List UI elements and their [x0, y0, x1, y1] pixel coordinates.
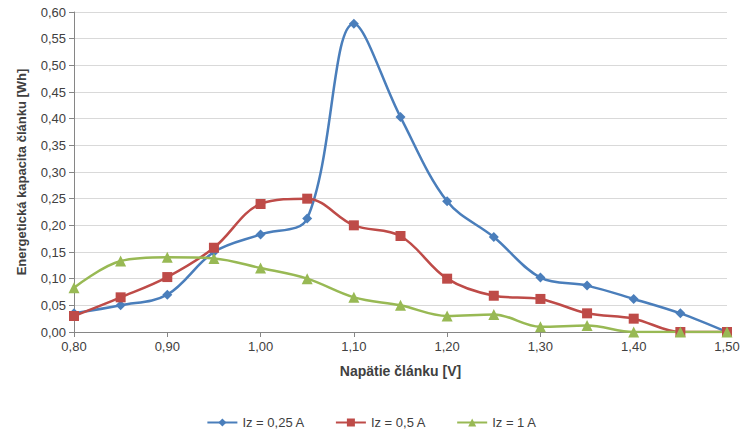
svg-text:0,90: 0,90 — [155, 339, 180, 354]
svg-text:0,55: 0,55 — [41, 31, 66, 46]
svg-text:1,30: 1,30 — [528, 339, 553, 354]
svg-text:1,00: 1,00 — [248, 339, 273, 354]
svg-text:0,80: 0,80 — [61, 339, 86, 354]
svg-text:0,40: 0,40 — [41, 111, 66, 126]
svg-text:1,40: 1,40 — [621, 339, 646, 354]
svg-text:1,20: 1,20 — [434, 339, 459, 354]
svg-text:0,45: 0,45 — [41, 85, 66, 100]
svg-text:0,35: 0,35 — [41, 138, 66, 153]
svg-text:0,10: 0,10 — [41, 271, 66, 286]
svg-text:0,20: 0,20 — [41, 218, 66, 233]
svg-text:0,15: 0,15 — [41, 245, 66, 260]
svg-text:0,60: 0,60 — [41, 5, 66, 20]
svg-text:0,25: 0,25 — [41, 191, 66, 206]
svg-text:0,00: 0,00 — [41, 325, 66, 340]
svg-text:0,50: 0,50 — [41, 58, 66, 73]
svg-text:Iz = 0,5 A: Iz = 0,5 A — [371, 415, 426, 430]
svg-text:0,30: 0,30 — [41, 165, 66, 180]
svg-text:Napätie článku [V]: Napätie článku [V] — [340, 363, 461, 379]
svg-text:Iz = 0,25 A: Iz = 0,25 A — [242, 415, 304, 430]
svg-text:Iz = 1 A: Iz = 1 A — [492, 415, 536, 430]
svg-text:0,05: 0,05 — [41, 298, 66, 313]
svg-text:Energetická kapacita článku [W: Energetická kapacita článku [Wh] — [14, 69, 29, 276]
svg-text:1,50: 1,50 — [714, 339, 739, 354]
svg-text:1,10: 1,10 — [341, 339, 366, 354]
